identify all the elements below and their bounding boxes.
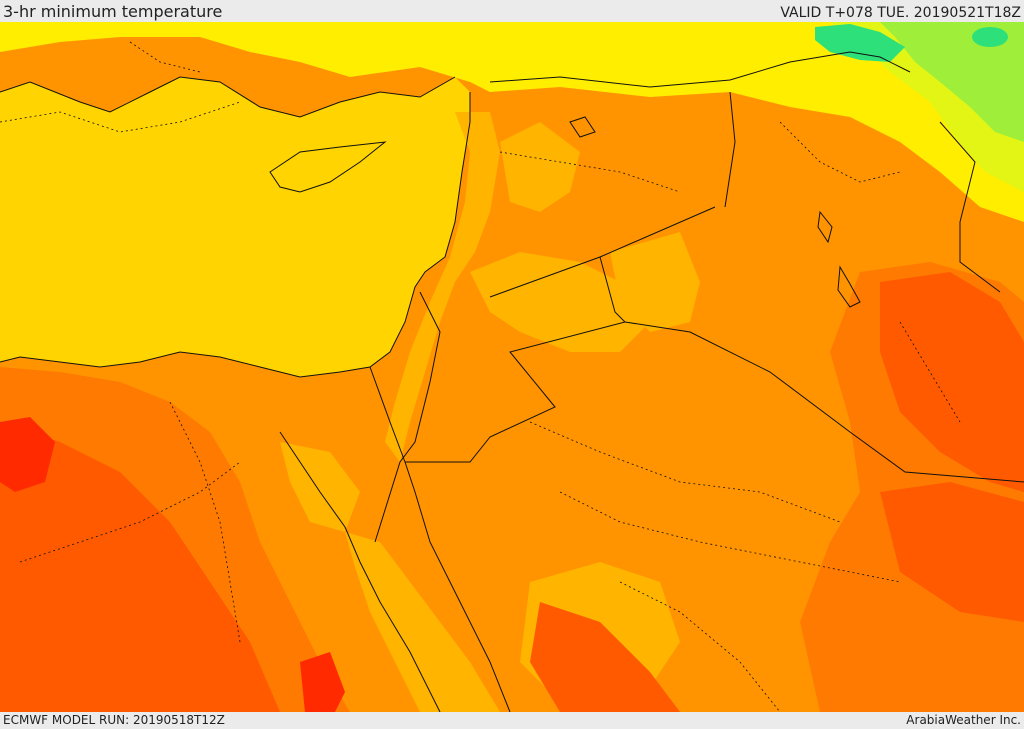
gulf-hot-patch <box>880 482 1024 622</box>
cool-green-patch <box>815 24 905 62</box>
egypt-red-core <box>0 417 55 492</box>
valid-time: VALID T+078 TUE. 20190521T18Z <box>780 5 1021 21</box>
yellow-band-north <box>0 22 1024 222</box>
map-header: 3-hr minimum temperature VALID T+078 TUE… <box>0 0 1024 22</box>
country-borders <box>0 51 1024 712</box>
egypt-red-zone <box>0 422 280 712</box>
map-footer: ECMWF MODEL RUN: 20190518T12Z ArabiaWeat… <box>0 712 1024 729</box>
brand-credit: ArabiaWeather Inc. <box>906 713 1021 727</box>
levant-coast-amber <box>385 112 500 462</box>
province-borders <box>0 41 961 712</box>
iraq-east-red <box>880 272 1024 492</box>
map-title: 3-hr minimum temperature <box>3 2 223 21</box>
amber-patch-iraq-west <box>610 232 700 332</box>
mediterranean-sea <box>0 77 470 377</box>
cool-green-spot <box>972 27 1008 47</box>
light-green-patch <box>880 22 1024 142</box>
arabia-south-hot <box>530 602 680 712</box>
map-canvas <box>0 22 1024 712</box>
temperature-map <box>0 22 1024 712</box>
amber-patch-sinai <box>280 442 360 532</box>
amber-patch-syria <box>500 122 580 212</box>
egypt-red-south <box>300 652 345 712</box>
red-sea <box>345 532 500 712</box>
model-run: ECMWF MODEL RUN: 20190518T12Z <box>3 713 225 727</box>
